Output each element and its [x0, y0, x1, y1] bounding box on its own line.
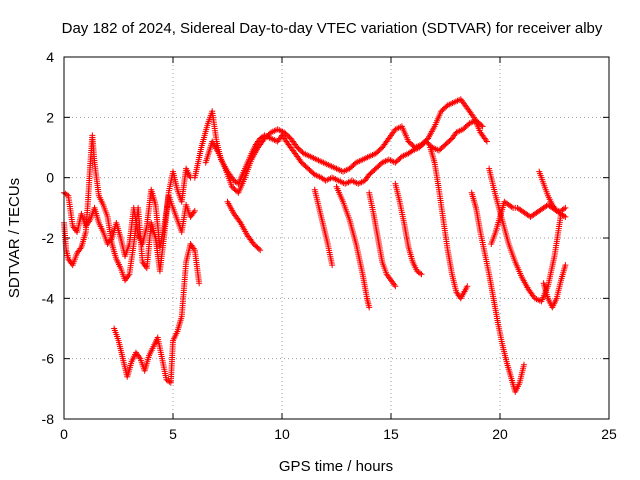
axis-ticks: 0 5 10 15 20 25 -8 -6 -4 -2 0 2 4 — [42, 49, 617, 442]
series-track-b — [61, 132, 194, 284]
data-point — [392, 283, 399, 290]
data-point — [366, 304, 373, 311]
grid — [64, 57, 609, 419]
y-tick-label: 0 — [46, 170, 54, 186]
data-point — [562, 262, 569, 269]
chart-title: Day 182 of 2024, Sidereal Day-to-day VTE… — [62, 20, 603, 37]
series-track-g — [311, 186, 336, 269]
data-point — [562, 204, 569, 211]
data-point — [196, 280, 203, 287]
data-point — [255, 245, 262, 252]
data-point — [483, 138, 490, 145]
data-point — [257, 247, 264, 254]
x-tick-label: 15 — [383, 426, 399, 442]
series-track-e — [202, 96, 490, 196]
x-tick-label: 10 — [274, 426, 290, 442]
data-point — [408, 148, 415, 155]
data-point — [63, 191, 70, 198]
data-point — [508, 203, 515, 210]
data-point — [560, 212, 567, 219]
data-points — [61, 96, 569, 395]
data-point — [464, 283, 471, 290]
y-tick-label: -4 — [42, 290, 55, 306]
series-track-f — [224, 198, 264, 254]
series-track-j — [392, 180, 425, 278]
data-point — [520, 361, 527, 368]
series-track-m — [486, 165, 565, 305]
series-track-d — [191, 108, 486, 187]
y-tick-label: 2 — [46, 109, 54, 125]
x-tick-label: 0 — [60, 426, 68, 442]
series-track-c — [111, 241, 203, 386]
y-tick-label: 4 — [46, 49, 54, 65]
data-point — [191, 207, 198, 214]
series-track-p — [540, 262, 569, 311]
y-axis-label: SDTVAR / TECUs — [6, 178, 23, 298]
x-axis-label: GPS time / hours — [279, 458, 393, 475]
data-point — [417, 270, 424, 277]
series-track-h — [333, 183, 373, 311]
plot-frame — [63, 56, 610, 420]
x-tick-label: 25 — [601, 426, 617, 442]
y-tick-label: -6 — [42, 351, 55, 367]
x-tick-label: 20 — [492, 426, 508, 442]
data-point — [418, 271, 425, 278]
data-point — [562, 213, 569, 220]
x-tick-label: 5 — [169, 426, 177, 442]
series-track-o — [536, 168, 569, 220]
y-tick-label: -2 — [42, 230, 55, 246]
series-track-i — [366, 189, 399, 290]
series-track-k — [427, 144, 471, 302]
data-point — [560, 205, 567, 212]
data-point — [329, 262, 336, 269]
series-track-l — [468, 189, 527, 395]
y-tick-label: -8 — [42, 411, 55, 427]
